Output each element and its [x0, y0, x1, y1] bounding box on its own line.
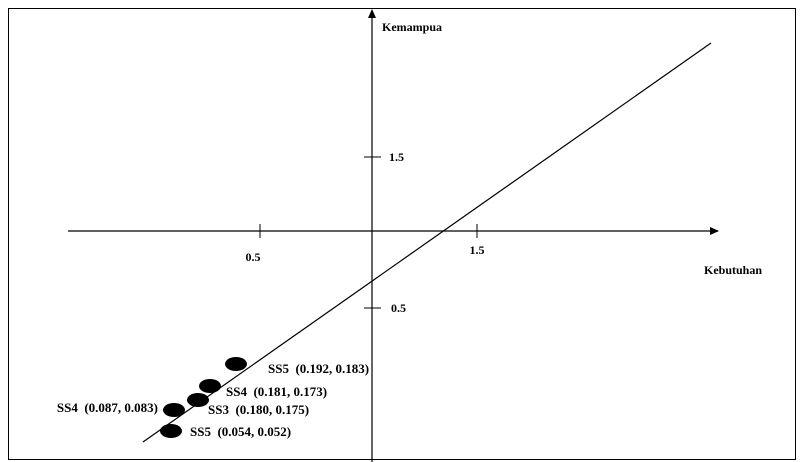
point-label-5: SS5 (0.054, 0.052) [190, 424, 291, 439]
point-label-2: SS4 (0.181, 0.173) [226, 384, 327, 399]
point-label-1: SS5 (0.192, 0.183) [268, 361, 369, 376]
points-layer: SS5 (0.192, 0.183) SS4 (0.181, 0.173) SS3 … [57, 357, 369, 439]
x-axis-label: Kebutuhan [704, 263, 762, 277]
trend-line [142, 42, 712, 443]
point-marker-2 [199, 379, 221, 393]
point-marker-3 [187, 393, 209, 407]
y-tick-label-2: 0.5 [391, 301, 406, 315]
point-label-3: SS3 (0.180, 0.175) [208, 402, 309, 417]
point-label-4: SS4 (0.087, 0.083) [57, 400, 158, 415]
chart-frame [8, 8, 796, 460]
point-marker-1 [225, 357, 247, 371]
point-marker-4 [163, 403, 185, 417]
y-tick-label-1: 1.5 [389, 150, 404, 164]
y-axis-label: Kemampua [382, 20, 442, 34]
x-tick-label-2: 1.5 [470, 243, 485, 257]
x-tick-label-1: 0.5 [246, 250, 261, 264]
point-marker-5 [160, 424, 182, 438]
